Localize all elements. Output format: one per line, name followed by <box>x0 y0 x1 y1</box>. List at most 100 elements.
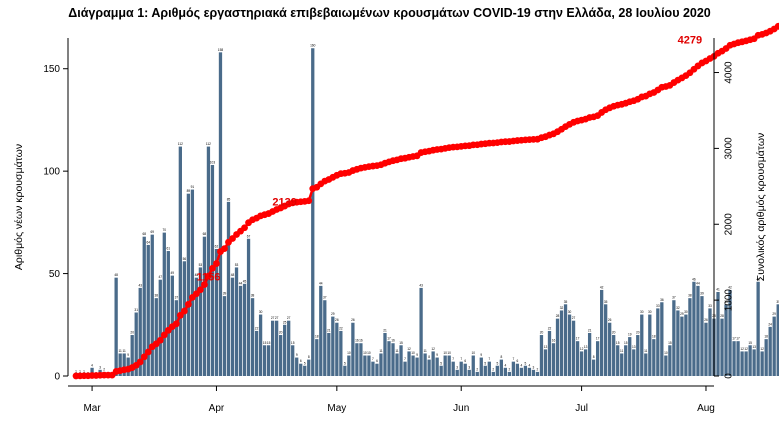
bar-value-label: 13 <box>584 345 588 349</box>
bar-value-label: 70 <box>163 228 167 232</box>
bar <box>415 357 419 376</box>
bar <box>451 361 455 376</box>
left-tick-label: 100 <box>43 167 60 178</box>
bar-value-label: 26 <box>335 318 339 322</box>
bar-value-label: 44 <box>696 281 700 285</box>
x-tick-label: Jun <box>453 403 469 414</box>
bar <box>283 324 287 376</box>
bar-value-label: 11 <box>423 349 427 353</box>
bar-value-label: 43 <box>419 283 423 287</box>
bar <box>587 332 592 376</box>
bar-value-label: 20 <box>130 331 134 335</box>
bar-value-label: 9 <box>416 353 418 357</box>
chart-title: Διάγραμμα 1: Αριθμός εργαστηριακά επιβεβ… <box>68 6 711 20</box>
bar-value-label: 112 <box>178 142 183 146</box>
bar <box>407 351 411 376</box>
bar-value-label: 11 <box>395 349 399 353</box>
bar <box>612 335 616 376</box>
bar <box>178 146 182 376</box>
cumulative-point <box>241 224 248 232</box>
bar-value-label: 17 <box>387 337 391 341</box>
bar <box>463 363 467 376</box>
bar-value-label: 18 <box>764 335 768 339</box>
bar-value-label: 33 <box>656 304 660 308</box>
bar <box>327 332 331 376</box>
bar-value-label: 10 <box>443 351 447 355</box>
x-tick-label: Aug <box>697 403 715 414</box>
bar <box>194 277 199 376</box>
bar <box>491 371 495 376</box>
bar <box>242 283 247 376</box>
bar <box>262 345 267 376</box>
bar-value-label: 35 <box>724 300 728 304</box>
cumulative-point <box>221 245 228 253</box>
bar-value-label: 68 <box>203 232 207 236</box>
bar-value-label: 61 <box>167 247 171 251</box>
bar <box>270 320 275 376</box>
right-tick-label: 0 <box>724 373 735 379</box>
bar <box>648 314 652 376</box>
bar <box>138 287 142 376</box>
bar <box>467 369 471 376</box>
bar <box>575 341 580 376</box>
bar-value-label: 7 <box>452 357 454 361</box>
bar-value-label: 12 <box>407 347 411 351</box>
bar-value-label: 10 <box>411 351 415 355</box>
bar-value-label: 17 <box>736 337 740 341</box>
bar <box>579 351 584 376</box>
left-tick-label: 0 <box>54 372 60 383</box>
right-axis-title: Συνολικός αριθμός κρουσμάτων <box>755 133 767 282</box>
bar <box>616 345 620 376</box>
bar <box>182 261 187 376</box>
bar-value-label: 5 <box>344 361 346 365</box>
bar-value-label: 2 <box>508 367 510 371</box>
bar <box>315 339 319 376</box>
bar-value-label: 4 <box>91 363 93 367</box>
bar-value-label: 29 <box>772 312 776 316</box>
bar-value-label: 7 <box>460 357 462 361</box>
bar <box>716 292 720 376</box>
bar-value-label: 2 <box>492 367 494 371</box>
bar <box>166 251 170 376</box>
bar <box>652 339 656 376</box>
bar <box>279 335 283 376</box>
bar <box>339 330 343 376</box>
bar-value-label: 9 <box>127 353 129 357</box>
bar-value-label: 112 <box>206 142 211 146</box>
x-tick-label: Mar <box>83 403 101 414</box>
bar-value-label: 6 <box>464 359 466 363</box>
bar-value-label: 17 <box>576 337 580 341</box>
bar <box>246 238 251 376</box>
cumulative-point <box>172 320 180 328</box>
x-tick-label: Jul <box>575 403 588 414</box>
bar-value-label: 4 <box>504 363 506 367</box>
bar <box>515 363 520 376</box>
bar <box>744 351 748 376</box>
bar <box>347 355 351 376</box>
bar <box>174 300 178 376</box>
bar <box>704 322 708 376</box>
bar-value-label: 2 <box>537 367 539 371</box>
bar <box>660 302 664 376</box>
bar <box>114 277 118 376</box>
bar <box>202 236 207 376</box>
bar <box>134 312 138 376</box>
bar <box>323 300 327 376</box>
bar-value-label: 27 <box>572 316 576 320</box>
bar-value-label: 9 <box>436 353 438 357</box>
bar-value-label: 43 <box>138 283 142 287</box>
bar <box>640 314 644 376</box>
bar-value-label: 5 <box>496 361 498 365</box>
annotation-label: 1156 <box>196 271 220 283</box>
bar-value-label: 38 <box>251 294 255 298</box>
bar-value-label: 37 <box>672 296 676 300</box>
bar-value-label: 36 <box>660 298 664 302</box>
bar <box>371 361 375 376</box>
bar-value-label: 37 <box>323 296 327 300</box>
bar-value-label: 69 <box>150 230 154 234</box>
bar <box>238 285 243 376</box>
bar-value-label: 42 <box>728 285 732 289</box>
annotation-label: 2139 <box>272 197 296 209</box>
bar <box>748 345 752 376</box>
bar <box>547 330 552 376</box>
